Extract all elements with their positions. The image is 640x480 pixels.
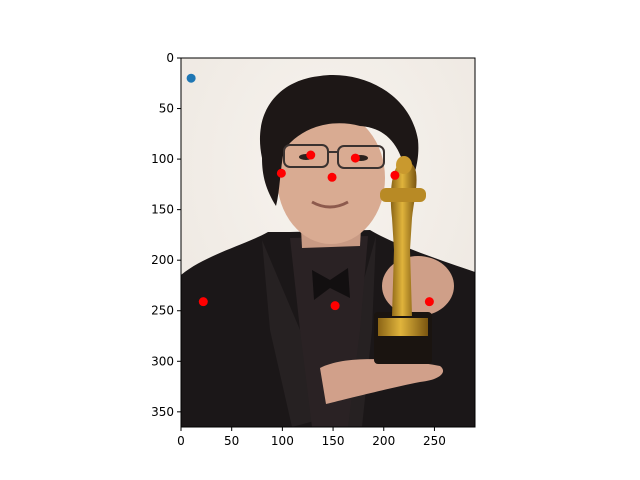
x-tick-label: 150 <box>322 434 345 448</box>
red-point <box>327 172 337 182</box>
y-axis: 0 50 100 150 200 250 300 350 <box>151 51 181 419</box>
y-tick-label: 100 <box>151 152 174 166</box>
y-tick-label: 200 <box>151 253 174 267</box>
x-axis: 0 50 100 150 200 250 <box>177 427 446 448</box>
y-tick-label: 150 <box>151 203 174 217</box>
red-point <box>424 297 434 307</box>
x-tick-label: 50 <box>224 434 239 448</box>
data-points <box>186 73 434 311</box>
red-point <box>390 170 400 180</box>
y-tick-label: 250 <box>151 304 174 318</box>
axes-frame <box>180 57 476 428</box>
y-tick-label: 350 <box>151 405 174 419</box>
red-point <box>330 301 340 311</box>
blue-point <box>186 73 196 83</box>
x-tick-label: 200 <box>372 434 395 448</box>
red-point <box>198 297 208 307</box>
x-tick-label: 0 <box>177 434 185 448</box>
y-tick-label: 50 <box>159 102 174 116</box>
y-tick-label: 0 <box>166 51 174 65</box>
red-point <box>306 150 316 160</box>
x-tick-label: 250 <box>423 434 446 448</box>
background-photo <box>181 58 475 427</box>
red-point <box>276 168 286 178</box>
red-point <box>350 153 360 163</box>
y-tick-label: 300 <box>151 354 174 368</box>
x-tick-label: 100 <box>271 434 294 448</box>
